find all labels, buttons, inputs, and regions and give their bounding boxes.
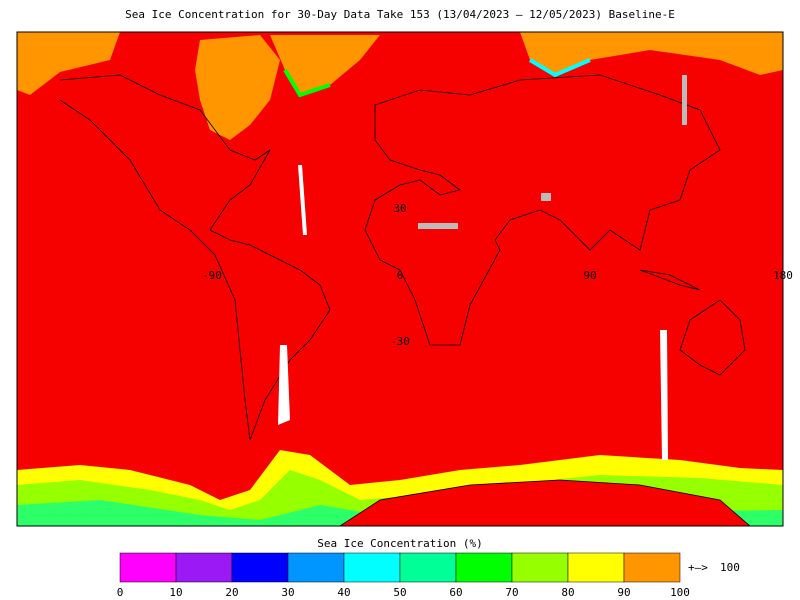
arctic-ice xyxy=(270,35,380,95)
land-mask xyxy=(418,75,687,229)
colorbar-segment xyxy=(511,552,569,583)
colorbar-segment xyxy=(567,552,625,583)
colorbar-tick-label: 10 xyxy=(169,586,182,599)
colorbar-overflow-value: 100 xyxy=(720,561,740,574)
colorbar-tick-label: 60 xyxy=(449,586,462,599)
antarctica-land xyxy=(339,479,751,526)
missing-data xyxy=(278,165,668,460)
lon-label: 180 xyxy=(773,269,793,282)
lat-label: -30 xyxy=(390,335,410,348)
colorbar-title: Sea Ice Concentration (%) xyxy=(317,537,483,550)
lat-label: 30 xyxy=(393,202,406,215)
colorbar-tick-label: 70 xyxy=(505,586,518,599)
lat-label: 0 xyxy=(397,269,404,282)
coastlines xyxy=(59,74,746,441)
lon-label: 90 xyxy=(583,269,596,282)
colorbar-tick-label: 50 xyxy=(393,586,406,599)
arctic-ice xyxy=(195,35,280,140)
arctic-ice xyxy=(520,32,783,75)
colorbar-segment xyxy=(231,552,289,583)
lon-label: -90 xyxy=(202,269,222,282)
colorbar-tick-label: 30 xyxy=(281,586,294,599)
colorbar-segment xyxy=(287,552,345,583)
ocean-background xyxy=(17,32,783,526)
colorbar-segment xyxy=(343,552,401,583)
colorbar-segment xyxy=(623,552,681,583)
colorbar-tick-label: 80 xyxy=(561,586,574,599)
colorbar-segment xyxy=(399,552,457,583)
colorbar-segment xyxy=(119,552,177,583)
arctic-ice xyxy=(17,32,120,95)
colorbar-tick-label: 20 xyxy=(225,586,238,599)
title: Sea Ice Concentration for 30-Day Data Ta… xyxy=(125,8,675,21)
map-area xyxy=(17,32,783,526)
colorbar-tick-label: 100 xyxy=(670,586,690,599)
colorbar-segment xyxy=(175,552,233,583)
map-frame xyxy=(16,31,784,527)
colorbar-overflow-arrow: +–> xyxy=(688,561,708,574)
colorbar-segment xyxy=(455,552,513,583)
colorbar-tick-label: 40 xyxy=(337,586,350,599)
colorbar-tick-label: 0 xyxy=(117,586,124,599)
colorbar-tick-label: 90 xyxy=(617,586,630,599)
